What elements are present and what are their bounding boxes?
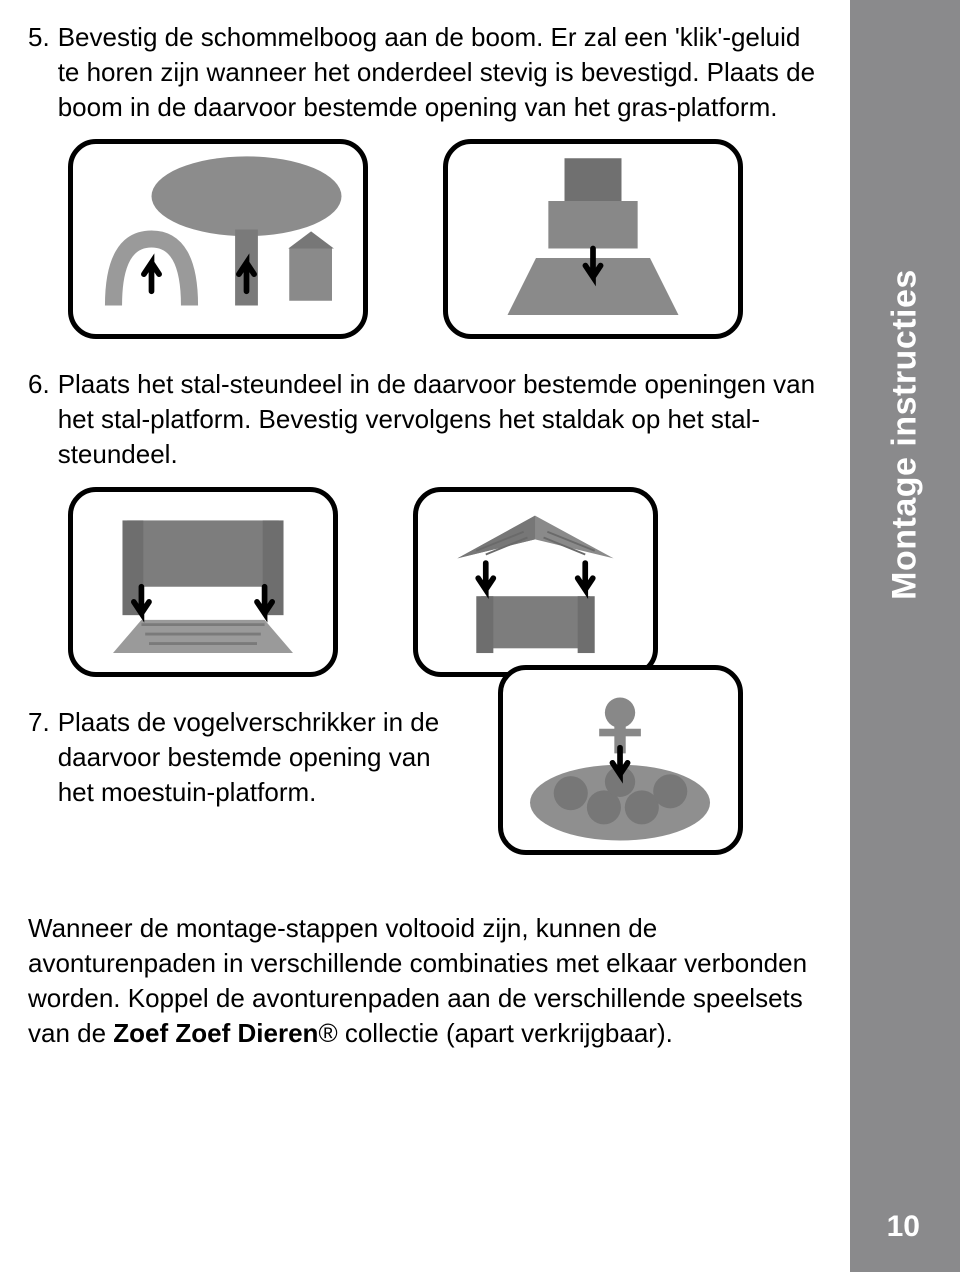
registered-mark: ® xyxy=(318,1018,337,1048)
step-7-number: 7. xyxy=(28,705,58,810)
step-5-body: Bevestig de schommelboog aan de boom. Er… xyxy=(58,20,818,125)
sidebar: Montage instructies 10 xyxy=(850,0,960,1272)
step-6: 6. Plaats het stal-steundeel in de daarv… xyxy=(28,367,818,676)
step-6-body: Plaats het stal-steundeel in de daarvoor… xyxy=(58,367,818,472)
platform-insert-illustration xyxy=(448,144,738,334)
step-5-figure-2 xyxy=(443,139,743,339)
step-6-figure-1 xyxy=(68,487,338,677)
content-column: 5. Bevestig de schommelboog aan de boom.… xyxy=(28,20,818,1051)
tree-swing-illustration xyxy=(73,144,363,334)
closing-text-after: collectie (apart verkrijgbaar). xyxy=(338,1018,673,1048)
step-6-text: 6. Plaats het stal-steundeel in de daarv… xyxy=(28,367,818,472)
step-5-text: 5. Bevestig de schommelboog aan de boom.… xyxy=(28,20,818,125)
step-5-figures xyxy=(68,139,818,339)
closing-paragraph: Wanneer de montage-stappen voltooid zijn… xyxy=(28,911,818,1051)
step-5-number: 5. xyxy=(28,20,58,125)
step-7-textcol: 7. Plaats de vogelverschrikker in de daa… xyxy=(28,705,458,810)
step-7-row: 7. Plaats de vogelverschrikker in de daa… xyxy=(28,705,818,855)
step-7-figure xyxy=(498,665,743,855)
step-7-figure-wrap xyxy=(498,705,743,855)
step-6-number: 6. xyxy=(28,367,58,472)
closing-brand: Zoef Zoef Dieren xyxy=(113,1018,318,1048)
manual-page: 5. Bevestig de schommelboog aan de boom.… xyxy=(0,0,960,1272)
step-7-text: 7. Plaats de vogelverschrikker in de daa… xyxy=(28,705,458,810)
step-7: 7. Plaats de vogelverschrikker in de daa… xyxy=(28,705,818,855)
step-5: 5. Bevestig de schommelboog aan de boom.… xyxy=(28,20,818,339)
step-5-figure-1 xyxy=(68,139,368,339)
scarecrow-garden-illustration xyxy=(503,670,738,850)
stable-roof-illustration xyxy=(418,492,653,672)
stable-support-illustration xyxy=(73,492,333,672)
step-6-figure-2 xyxy=(413,487,658,677)
sidebar-label: Montage instructies xyxy=(886,269,925,600)
page-number: 10 xyxy=(887,1210,920,1244)
step-7-body: Plaats de vogelverschrikker in de daarvo… xyxy=(58,705,458,810)
step-6-figures xyxy=(68,487,818,677)
